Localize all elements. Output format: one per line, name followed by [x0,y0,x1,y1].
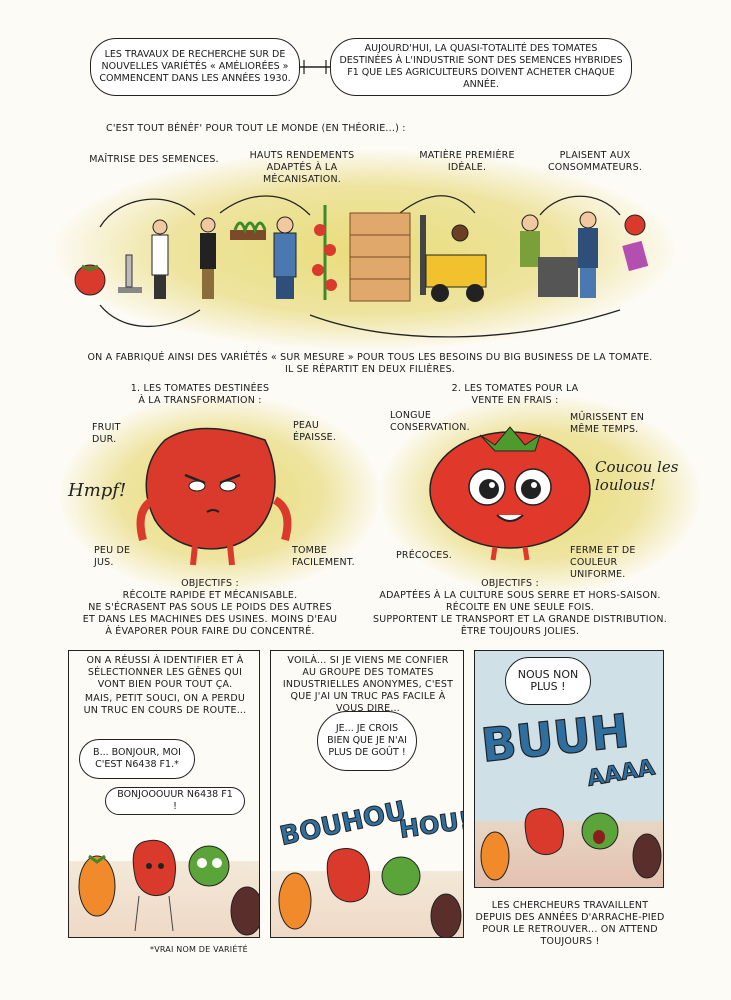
hmpf-text: Hmpf! [68,480,127,501]
intro-caption-left: LES TRAVAUX DE RECHERCHE SUR DE NOUVELLE… [90,38,300,96]
chain-label-3: MATIÈRE PREMIÈRE IDÉALE. [419,150,515,173]
panel1-bubble-2: BONJOOOUUR N6438 F1 ! [105,787,245,815]
footnote: *VRAI NOM DE VARIÉTÉ [150,945,248,954]
panel3-bubble: NOUS NON PLUS ! [505,657,591,705]
left-heading: 1. LES TOMATES DESTINÉES À LA TRANSFORMA… [130,383,270,406]
chain-label-1: MAÎTRISE DES SEMENCES. [89,154,219,165]
left-objectifs-2: NE S'ÉCRASENT PAS SOUS LE POIDS DES AUTR… [88,602,332,613]
label-longue: LONGUE CONSERVATION. [390,410,470,433]
right-objectifs-title: OBJECTIFS : [481,578,539,589]
panel2-caption: VOILÀ... SI JE VIENS ME CONFIER AU GROUP… [282,655,454,714]
left-objectifs-1: RÉCOLTE RAPIDE ET MÉCANISABLE. [122,590,298,601]
panel1-bubble-1: B... BONJOUR, MOI C'EST N6438 F1.* [79,739,195,779]
left-objectifs-3: ET DANS LES MACHINES DES USINES. MOINS D… [82,614,338,625]
left-objectifs-title: OBJECTIFS : [181,578,239,589]
panel1-caption-2: MAIS, PETIT SOUCI, ON A PERDU UN TRUC EN… [83,693,247,716]
coucou-text: Coucou les loulous! [595,458,679,494]
left-objectifs-4: À ÉVAPORER POUR FAIRE DU CONCENTRÉ. [105,626,315,637]
benef-line: C'EST TOUT BÉNÉF' POUR TOUT LE MONDE (EN… [106,123,406,134]
panel1-caption-1: ON A RÉUSSI À IDENTIFIER ET À SÉLECTIONN… [86,655,244,690]
chain-illustration [74,195,649,338]
chain-label-4: PLAISENT AUX CONSOMMATEURS. [547,150,643,173]
right-heading: 2. LES TOMATES POUR LA VENTE EN FRAIS : [451,383,579,406]
comic-panel-2: VOILÀ... SI JE VIENS ME CONFIER AU GROUP… [270,650,464,938]
panel3-characters [480,807,662,881]
label-murissent: MÛRISSENT EN MÊME TEMPS. [570,412,645,435]
right-objectifs-1: ADAPTÉES À LA CULTURE SOUS SERRE ET HORS… [379,590,661,601]
label-peu-de-jus: PEU DE JUS. [94,545,131,568]
label-ferme: FERME ET DE COULEUR UNIFORME. [570,545,636,580]
right-objectifs-3: SUPPORTENT LE TRANSPORT ET LA GRANDE DIS… [373,614,667,625]
panel3-caption: LES CHERCHEURS TRAVAILLENT DEPUIS DES AN… [475,900,665,947]
right-objectifs-2: RÉCOLTE EN UNE SEULE FOIS. [445,602,595,613]
sfx-hou: HOU! [397,806,464,845]
label-precoces: PRÉCOCES. [396,550,452,561]
comic-panel-1: ON A RÉUSSI À IDENTIFIER ET À SÉLECTIONN… [68,650,260,938]
panel1-characters [78,839,259,936]
label-tombe: TOMBE FACILEMENT. [292,545,355,568]
panel2-characters [278,848,462,937]
chain-label-2: HAUTS RENDEMENTS ADAPTÉS À LA MÉCANISATI… [249,150,355,185]
comic-panel-3: NOUS NON PLUS ! BUUH AAAA [474,650,664,888]
intro-caption-right: AUJOURD'HUI, LA QUASI-TOTALITÉ DES TOMAT… [330,38,632,96]
label-peau-epaisse: PEAU ÉPAISSE. [293,420,337,443]
label-fruit-dur: FRUIT DUR. [92,422,121,445]
summary-line-1: ON A FABRIQUÉ AINSI DES VARIÉTÉS « SUR M… [87,352,653,363]
connector-line [300,60,330,74]
summary-line-2: IL SE RÉPARTIT EN DEUX FILIÈRES. [284,364,456,375]
grumpy-tomato [136,427,292,566]
right-objectifs-4: ÊTRE TOUJOURS JOLIES. [460,626,580,637]
happy-tomato [429,426,591,561]
panel2-bubble: JE... JE CROIS BIEN QUE JE N'AI PLUS DE … [317,711,417,771]
